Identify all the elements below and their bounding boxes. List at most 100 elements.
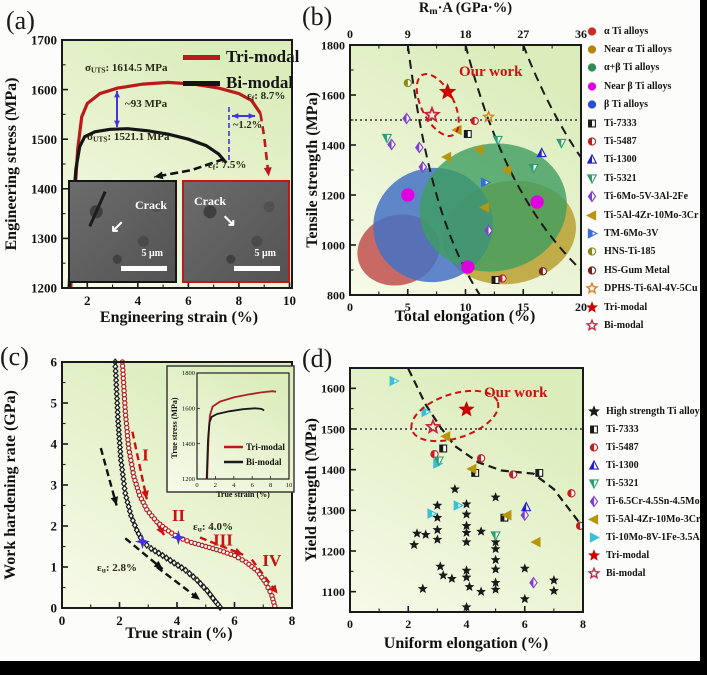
legend-label: Near β Ti alloys xyxy=(604,80,672,92)
legend-label: Bi-modal xyxy=(606,567,646,579)
svg-text:6: 6 xyxy=(231,613,238,628)
legend-label: HS-Gum Metal xyxy=(604,264,670,276)
legend-item: β Ti alloys xyxy=(584,96,698,114)
legend-label: Ti-7333 xyxy=(606,423,639,435)
panel-c-label: (c) xyxy=(0,342,29,371)
legend-label: Near α Ti alloys xyxy=(604,44,672,56)
legend-item: Bi-modal xyxy=(586,564,704,582)
high-strength-ti-alloys-marker-icon xyxy=(588,404,600,417)
tri-modal-marker-icon xyxy=(586,300,598,313)
svg-text:4: 4 xyxy=(232,482,236,489)
legend-label: Tri-modal xyxy=(226,47,300,66)
svg-text:1300: 1300 xyxy=(321,504,345,518)
svg-text:1800: 1800 xyxy=(182,370,195,377)
tri-modal-line-swatch-icon xyxy=(183,54,220,60)
legend-item: Ti-5321 xyxy=(586,474,704,492)
ti-1300-marker-icon xyxy=(586,154,598,165)
ti-7333-marker-icon xyxy=(590,425,598,433)
scale-bar xyxy=(121,266,167,271)
ti-5al-4zr-10mo-3cr-marker-icon xyxy=(586,209,597,221)
crack-caption: Crack xyxy=(194,194,226,208)
dphs-ti-6al-4v-5cu-marker-icon xyxy=(585,281,599,295)
ti-5321-marker-icon xyxy=(588,478,600,489)
eu-bi-annotation: εu: 2.8% xyxy=(97,562,137,575)
eu-tri-annotation: εu: 4.0% xyxy=(193,521,233,534)
svg-text:4: 4 xyxy=(174,613,181,628)
svg-text:0: 0 xyxy=(59,613,66,628)
svg-text:27: 27 xyxy=(517,27,529,41)
svg-text:6: 6 xyxy=(522,617,528,631)
svg-text:5: 5 xyxy=(51,396,58,411)
sigma-symbol: σ xyxy=(85,62,91,74)
svg-text:1000: 1000 xyxy=(321,238,345,252)
scale-bar xyxy=(234,266,280,271)
svg-text:1600: 1600 xyxy=(182,406,195,413)
legend-item: Tri-modal xyxy=(584,298,698,316)
legend-label: Ti-5321 xyxy=(606,477,639,489)
panel-a-legend: Tri-modal Bi-modal xyxy=(183,44,299,96)
svg-text:4: 4 xyxy=(135,293,142,308)
svg-text:1400: 1400 xyxy=(321,138,345,152)
ti-5321-marker-icon xyxy=(586,174,598,185)
ti-5487-marker-icon xyxy=(589,442,599,452)
svg-text:1100: 1100 xyxy=(322,585,345,599)
bi-modal-marker-icon xyxy=(587,566,601,579)
legend-item: HNS-Ti-185 xyxy=(584,243,698,261)
top-axis-units: ·A (GPa·%) xyxy=(437,0,513,16)
svg-text:9: 9 xyxy=(405,27,411,41)
ef-value: : 8.7% xyxy=(254,90,286,102)
legend-item: Ti-6.5Cr-4.5Sn-4.5Mo xyxy=(586,492,704,510)
legend-label: Ti-5321 xyxy=(604,172,637,184)
svg-text:1500: 1500 xyxy=(31,132,57,147)
svg-text:0: 0 xyxy=(51,601,58,616)
legend-label: Bi-modal xyxy=(226,73,294,92)
ef-tri-annotation: εf: 8.7% xyxy=(247,90,285,103)
panel-b-top-axis-title: Rm·A (GPa·%) xyxy=(350,0,581,17)
sem-inset-bimodal: Crack ↙ 5 μm xyxy=(68,180,177,283)
ti-6mo-5v-3al-2fe-marker-icon xyxy=(587,190,597,203)
sem-inset-trimodal: Crack ↘ 5 μm xyxy=(182,180,290,283)
uts-subscript: UTS xyxy=(92,134,108,144)
legend-label: Ti-10Mo-8V-1Fe-3.5Al xyxy=(606,531,703,543)
svg-text:1500: 1500 xyxy=(321,422,345,436)
svg-text:8: 8 xyxy=(236,293,243,308)
near-ti-alloys-marker-icon xyxy=(587,82,597,91)
svg-text:1200: 1200 xyxy=(31,281,57,296)
svg-text:II: II xyxy=(172,506,186,525)
legend-item: High strength Ti alloys xyxy=(586,402,704,420)
svg-text:6: 6 xyxy=(51,355,58,370)
legend-item: HS-Gum Metal xyxy=(584,261,698,279)
epsilon-symbol: ε xyxy=(208,159,213,171)
uts-bi-annotation: σUTS: 1521.1 MPa xyxy=(87,131,170,144)
svg-text:3: 3 xyxy=(51,478,58,493)
svg-text:1600: 1600 xyxy=(321,88,345,102)
svg-text:1400: 1400 xyxy=(182,441,195,448)
ti-5al-4zr-10mo-3cr-marker-icon xyxy=(588,513,599,525)
svg-text:1800: 1800 xyxy=(321,38,345,52)
svg-text:8: 8 xyxy=(289,613,296,628)
panel-d-plot: 0 2 4 6 8 1100 1200 1300 1400 1500 1600 Uniform el… xyxy=(303,367,586,652)
-ti-alloys-marker-icon xyxy=(587,100,597,109)
uts-value: : 1614.5 MPa xyxy=(105,62,168,74)
svg-text:18: 18 xyxy=(460,27,472,41)
svg-text:1200: 1200 xyxy=(321,188,345,202)
svg-text:2: 2 xyxy=(51,519,58,534)
panel-b-y-axis-title: Tensile strength (MPa) xyxy=(304,92,321,248)
legend-item: Ti-5Al-4Zr-10Mo-3Cr xyxy=(584,206,698,224)
ef-bi-annotation: εf: 7.5% xyxy=(208,159,246,172)
legend-item: Near β Ti alloys xyxy=(584,77,698,95)
legend-item: Bi-modal xyxy=(584,316,698,334)
legend-item: DPHS-Ti-6Al-4V-5Cu xyxy=(584,279,698,297)
ti-10mo-8v-1fe-3-5al-marker-icon xyxy=(589,531,600,543)
hns-ti-185-marker-icon xyxy=(587,247,597,257)
bi-modal-line-swatch-icon xyxy=(183,80,220,86)
ef-subscript: f xyxy=(251,93,255,103)
legend-label: Ti-5487 xyxy=(606,441,639,453)
top-axis-symbol: R xyxy=(418,0,430,16)
svg-text:1600: 1600 xyxy=(321,382,345,396)
legend-label: α Ti alloys xyxy=(604,25,649,37)
legend-label: Tri-modal xyxy=(604,301,648,313)
legend-label: α+β Ti alloys xyxy=(604,62,660,74)
